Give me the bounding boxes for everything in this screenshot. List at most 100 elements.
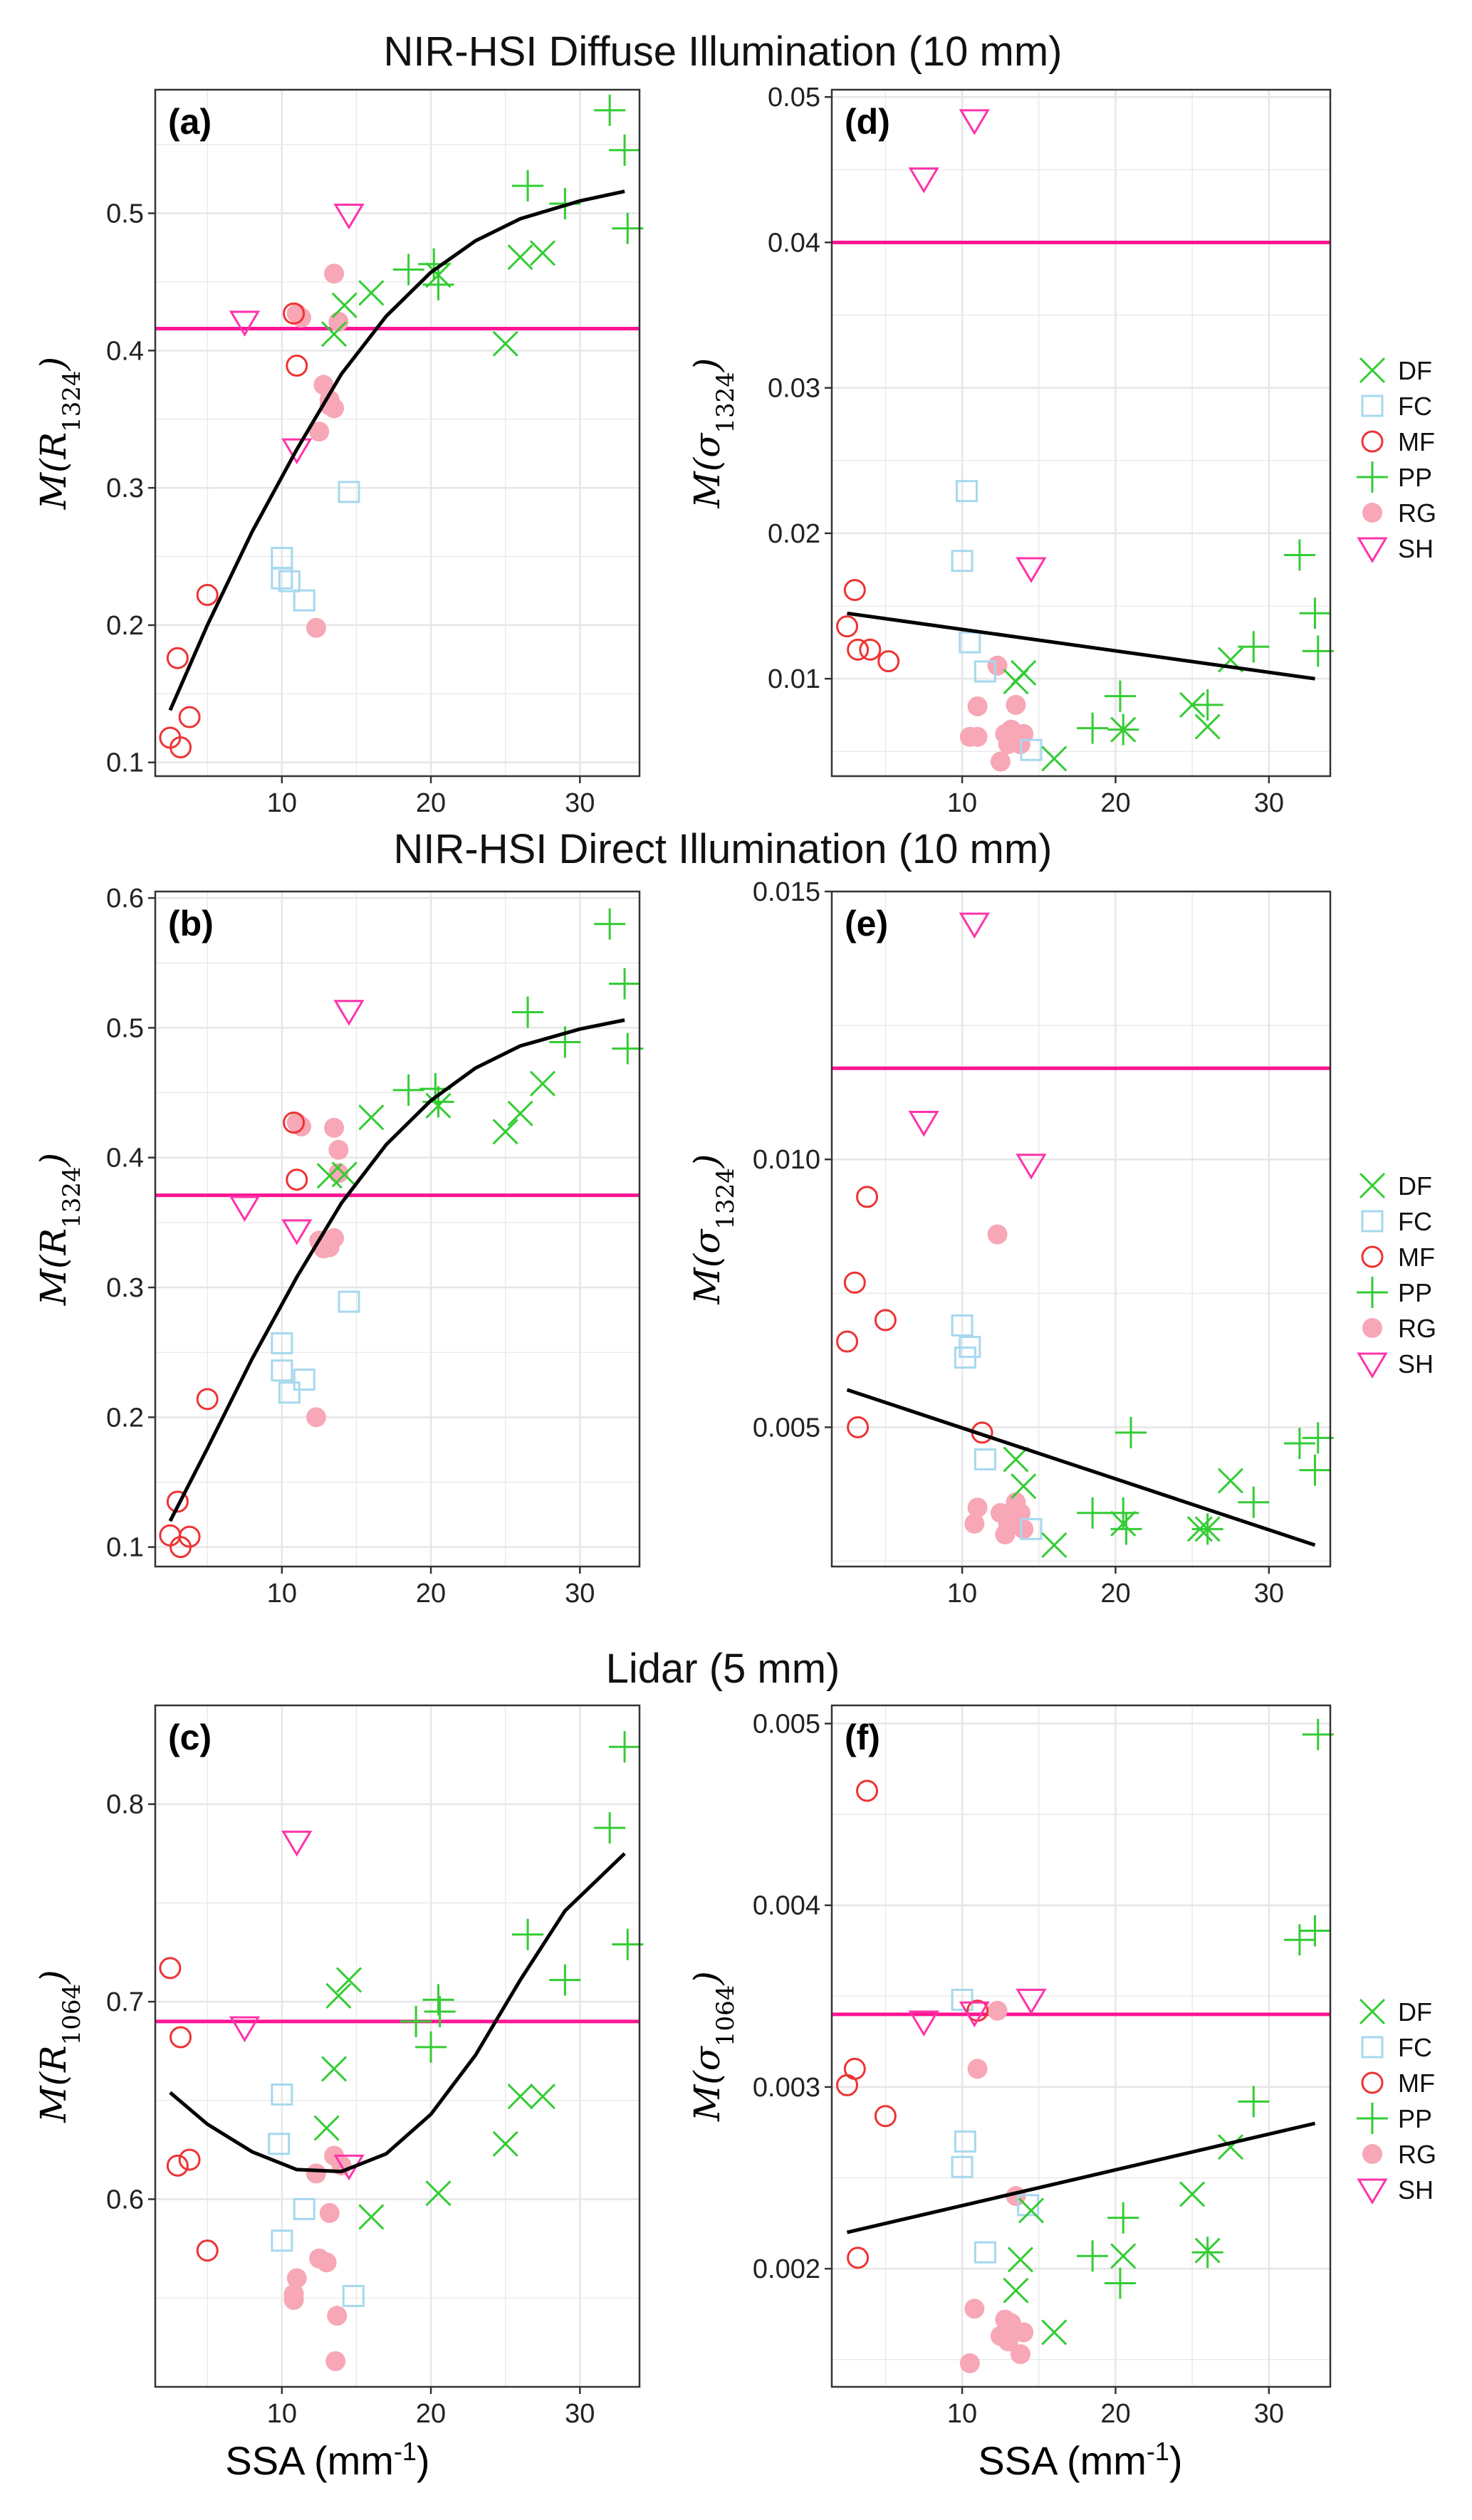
y-tick-label: 0.01 <box>768 664 820 694</box>
point-rg <box>1013 1519 1034 1539</box>
point-mf <box>859 638 882 661</box>
panel-d: 10 20 30 0.01 0.02 0.03 0.04 0.05 (d) M(σ1324) <box>687 83 1334 818</box>
x-axis-label-left-end: ) <box>417 2438 430 2483</box>
y-tick-label: 0.005 <box>753 1710 820 1740</box>
point-df <box>321 321 348 347</box>
point-sh <box>908 167 939 194</box>
point-mf <box>286 1168 308 1191</box>
point-mf <box>836 615 859 638</box>
point-mf <box>856 1779 879 1802</box>
y-tick-label: 0.4 <box>106 336 144 366</box>
panel-label: (f) <box>845 1718 880 1757</box>
point-mf <box>283 302 306 325</box>
point-pp <box>1191 2237 1223 2269</box>
point-sh <box>908 2010 939 2037</box>
point-sh <box>959 109 990 135</box>
point-fc <box>951 1988 973 2011</box>
y-tick-label: 0.7 <box>106 1987 144 2017</box>
x-tick-label: 30 <box>565 2399 595 2429</box>
y-axis-label: M(R1324) <box>33 357 86 510</box>
plot-area <box>155 1705 640 2387</box>
point-df <box>529 1070 556 1097</box>
legend-label-sh: SH <box>1398 1349 1434 1379</box>
y-axis-label-main: M(σ <box>687 2045 728 2122</box>
row-title-diffuse: NIR-HSI Diffuse Illumination (10 mm) <box>384 28 1063 75</box>
y-tick-label: 0.6 <box>106 884 144 914</box>
point-rg <box>1013 2322 1034 2343</box>
x-axis-label-right-sup: -1 <box>1147 2437 1169 2466</box>
point-rg <box>964 1513 985 1534</box>
point-rg <box>987 2000 1008 2021</box>
point-mf <box>196 2239 219 2262</box>
plot-area <box>832 892 1330 1567</box>
point-mf <box>843 2057 866 2080</box>
point-df <box>1110 2243 1137 2269</box>
point-fc <box>278 1381 301 1404</box>
point-mf <box>169 736 192 759</box>
legend-label-fc: FC <box>1398 392 1432 421</box>
point-mf <box>847 1416 870 1438</box>
point-rg <box>328 1139 349 1160</box>
point-sh <box>229 2016 261 2043</box>
point-rg <box>324 263 345 284</box>
legend-key-fc <box>1361 394 1384 417</box>
points <box>836 109 1334 772</box>
point-sh <box>1016 1988 1047 2015</box>
point-df <box>313 2115 340 2141</box>
point-rg <box>313 375 334 395</box>
point-rg <box>990 751 1011 772</box>
point-mf <box>169 2026 192 2049</box>
point-fc <box>293 2197 315 2220</box>
y-axis-label-end: ) <box>33 357 74 372</box>
legend-key-mf <box>1361 1245 1384 1268</box>
point-df <box>507 1100 533 1126</box>
y-axis-label-end: ) <box>33 1153 74 1168</box>
points <box>159 94 644 759</box>
x-tick-label: 10 <box>267 1579 297 1609</box>
point-fc <box>951 1314 973 1337</box>
points <box>159 1731 644 2371</box>
panel-label: (d) <box>845 102 890 142</box>
y-axis-label-end: ) <box>687 1971 728 1986</box>
points <box>836 912 1334 1558</box>
point-pp <box>1107 2202 1139 2234</box>
legend-label-mf: MF <box>1398 427 1435 456</box>
point-df <box>492 330 518 357</box>
legend-key-sh <box>1357 1352 1388 1379</box>
point-df <box>1018 2197 1045 2224</box>
fit-curve <box>168 189 625 711</box>
point-rg <box>1006 694 1026 715</box>
point-rg <box>998 2331 1018 2352</box>
point-df <box>1007 2247 1033 2273</box>
panel-c: 10 20 30 0.6 0.7 0.8 (c) M(R1064) <box>33 1704 644 2429</box>
gridlines <box>832 1705 1330 2387</box>
x-tick-label: 20 <box>416 2399 446 2429</box>
y-axis-label: M(σ1324) <box>687 358 740 509</box>
point-pp <box>400 2005 432 2037</box>
point-fc <box>271 567 293 590</box>
x-tick-label: 30 <box>565 1579 595 1609</box>
point-mf <box>286 355 308 377</box>
legend-label-mf: MF <box>1398 2069 1435 2098</box>
legend-key-sh <box>1357 537 1388 563</box>
point-pp <box>422 268 454 300</box>
point-rg <box>325 2351 346 2371</box>
y-tick-label: 0.8 <box>106 1790 144 1820</box>
point-mf <box>166 647 189 669</box>
point-mf <box>847 638 870 661</box>
point-df <box>1011 659 1037 686</box>
legend-key-pp <box>1357 461 1388 493</box>
point-df <box>325 1982 352 2009</box>
legend-label-fc: FC <box>1398 1207 1432 1236</box>
point-sh <box>959 2001 990 2028</box>
point-pp <box>1283 539 1315 571</box>
point-df <box>335 1967 362 1993</box>
point-df <box>1041 746 1068 772</box>
point-pp <box>512 1918 544 1950</box>
y-axis-label-main: M(R <box>33 432 74 510</box>
point-df <box>1194 713 1221 740</box>
point-pp <box>594 908 626 940</box>
legend-key-df <box>1359 357 1386 384</box>
point-df <box>331 1161 357 1188</box>
